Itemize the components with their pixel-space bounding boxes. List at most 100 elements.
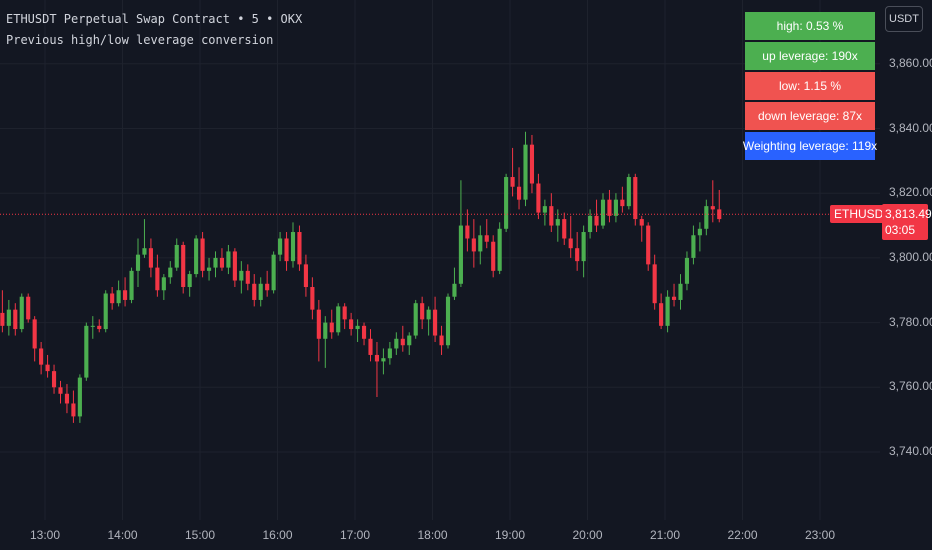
candle-body	[271, 254, 276, 291]
candle-body	[148, 248, 153, 268]
price-tick-label: 3,740.00	[889, 444, 932, 458]
candle-body	[433, 309, 438, 336]
candle-body	[646, 225, 651, 265]
candle-body	[323, 322, 328, 339]
weighting-leverage-row: Weighting leverage: 119x	[743, 132, 877, 160]
candle-body	[671, 296, 677, 300]
candle-body	[613, 199, 618, 216]
candle-body	[64, 393, 70, 404]
candle-body	[174, 244, 179, 268]
candle-body	[536, 183, 541, 213]
candle-body	[600, 199, 606, 226]
time-tick-label: 18:00	[417, 528, 448, 542]
candle-body	[665, 296, 670, 326]
candle-body	[213, 257, 218, 268]
candle-body	[575, 248, 580, 262]
candle-body	[413, 303, 418, 336]
candle-body	[200, 238, 205, 271]
indicator-title: Previous high/low leverage conversion	[6, 33, 274, 47]
candle-body	[252, 283, 257, 300]
candle-body	[368, 338, 373, 355]
candle-body	[400, 338, 405, 346]
time-tick-label: 19:00	[495, 528, 526, 542]
candle-body	[90, 325, 95, 327]
candle-body	[181, 244, 186, 288]
candle-body	[303, 264, 308, 288]
up-leverage-row: up leverage: 190x	[745, 42, 875, 70]
time-tick-label: 14:00	[107, 528, 138, 542]
candle-body	[639, 219, 644, 226]
candle-body	[478, 235, 483, 252]
candle-body	[407, 335, 412, 346]
down-leverage-row: down leverage: 87x	[745, 102, 875, 130]
candle-body	[110, 293, 115, 304]
candle-body	[458, 225, 463, 284]
candle-body	[510, 177, 515, 187]
candle-body	[297, 232, 302, 265]
candle-body	[45, 364, 50, 372]
candle-body	[26, 296, 31, 320]
candle-body	[471, 238, 476, 252]
price-tick-label: 3,760.00	[889, 379, 932, 394]
time-tick-label: 20:00	[572, 528, 603, 542]
candle-body	[374, 354, 380, 362]
candle-body	[465, 225, 470, 239]
candle-body	[523, 144, 528, 200]
candle-body	[284, 238, 289, 262]
candle-body	[342, 306, 347, 320]
candle-body	[697, 228, 702, 236]
candle-body	[452, 283, 457, 297]
candle-body	[542, 206, 547, 213]
candle-body	[39, 348, 44, 365]
candle-body	[355, 325, 360, 330]
candle-body	[58, 387, 63, 394]
candle-body	[97, 325, 102, 330]
last-price-value: 3,813.49	[885, 207, 932, 222]
candle-body	[659, 303, 664, 326]
currency-button[interactable]: USDT	[885, 6, 923, 32]
candle-body	[290, 232, 296, 262]
candle-body	[232, 251, 237, 281]
candle-body	[497, 228, 502, 271]
candle-body	[155, 267, 160, 291]
candle-body	[310, 287, 315, 310]
candle-body	[265, 283, 270, 291]
candle-body	[684, 257, 690, 284]
time-tick-label: 17:00	[340, 528, 371, 542]
chart-area[interactable]	[0, 0, 880, 520]
candle-body	[652, 264, 657, 304]
candle-body	[633, 177, 638, 220]
price-tick-label: 3,820.00	[889, 185, 932, 200]
candle-body	[607, 199, 612, 216]
time-tick-label: 13:00	[30, 528, 61, 542]
candle-body	[381, 358, 386, 362]
candle-body	[245, 270, 250, 284]
candle-body	[32, 319, 37, 349]
candle-body	[13, 309, 18, 330]
candle-body	[84, 325, 89, 378]
low-percent-row: low: 1.15 %	[745, 72, 875, 100]
price-tick-label: 3,780.00	[889, 314, 932, 329]
candle-body	[349, 319, 354, 330]
time-tick-label: 22:00	[727, 528, 758, 542]
candle-body	[594, 215, 599, 226]
candle-body	[420, 303, 425, 320]
candle-body	[316, 309, 321, 339]
candle-body	[555, 219, 560, 226]
candle-body	[278, 238, 283, 255]
candle-body	[394, 338, 399, 349]
candle-body	[206, 267, 212, 271]
candle-body	[329, 322, 334, 333]
candle-body	[678, 283, 683, 300]
time-tick-label: 15:00	[185, 528, 216, 542]
candle-body	[142, 248, 147, 255]
candle-body	[336, 306, 341, 333]
candle-body	[187, 274, 192, 288]
bar-countdown: 03:05	[885, 223, 916, 238]
candle-body	[562, 219, 567, 239]
candle-body	[504, 177, 509, 229]
candle-body	[51, 371, 57, 388]
candle-body	[445, 296, 451, 346]
candle-body	[568, 238, 573, 249]
candlestick-chart[interactable]	[0, 0, 880, 520]
